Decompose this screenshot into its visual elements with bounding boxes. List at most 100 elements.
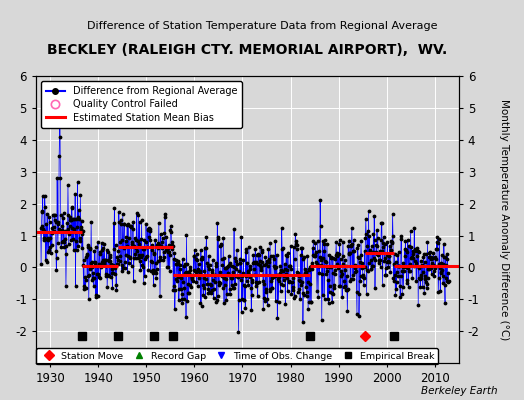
Point — [147, 258, 156, 264]
Point — [127, 224, 135, 230]
Point — [439, 272, 447, 279]
Point — [281, 271, 290, 278]
Point — [259, 278, 267, 284]
Point — [62, 282, 70, 289]
Point — [361, 235, 369, 241]
Point — [101, 257, 110, 263]
Point — [254, 293, 262, 300]
Point — [436, 288, 444, 294]
Point — [191, 247, 199, 253]
Point — [293, 268, 301, 275]
Point — [99, 245, 107, 252]
Point — [124, 253, 132, 260]
Point — [296, 296, 304, 303]
Point — [150, 249, 159, 256]
Point — [74, 207, 83, 214]
Point — [243, 278, 251, 284]
Point — [185, 267, 194, 273]
Point — [81, 274, 89, 280]
Point — [100, 260, 108, 266]
Point — [287, 291, 296, 297]
Point — [252, 279, 260, 285]
Point — [322, 259, 330, 266]
Point — [403, 236, 412, 243]
Point — [84, 244, 93, 250]
Point — [199, 292, 208, 298]
Point — [305, 267, 313, 274]
Point — [207, 290, 215, 296]
Point — [275, 277, 283, 284]
Point — [357, 252, 366, 258]
Point — [311, 252, 319, 259]
Point — [178, 296, 187, 302]
Point — [436, 270, 445, 276]
Point — [72, 237, 81, 244]
Legend: Station Move, Record Gap, Time of Obs. Change, Empirical Break: Station Move, Record Gap, Time of Obs. C… — [36, 348, 438, 364]
Point — [312, 262, 321, 268]
Point — [416, 276, 424, 282]
Point — [172, 260, 180, 267]
Point — [201, 245, 209, 252]
Point — [108, 284, 116, 291]
Point — [80, 256, 88, 263]
Point — [262, 285, 270, 292]
Point — [267, 253, 275, 259]
Point — [263, 261, 271, 267]
Point — [115, 209, 123, 215]
Point — [427, 254, 435, 260]
Point — [309, 252, 317, 258]
Point — [121, 265, 129, 272]
Point — [300, 266, 309, 272]
Point — [438, 266, 446, 273]
Point — [110, 204, 118, 211]
Point — [360, 274, 368, 281]
Point — [393, 269, 401, 275]
Point — [165, 242, 173, 248]
Point — [117, 220, 125, 227]
Point — [430, 273, 439, 280]
Point — [163, 264, 171, 270]
Point — [327, 254, 335, 260]
Point — [227, 282, 236, 288]
Point — [61, 243, 70, 249]
Point — [189, 272, 197, 279]
Point — [310, 252, 318, 259]
Point — [395, 248, 403, 255]
Point — [77, 226, 85, 232]
Point — [441, 282, 449, 288]
Point — [216, 269, 224, 275]
Point — [227, 274, 235, 280]
Point — [356, 278, 364, 284]
Point — [316, 223, 325, 230]
Point — [198, 254, 206, 260]
Point — [113, 254, 122, 260]
Point — [298, 256, 307, 262]
Point — [365, 232, 374, 239]
Point — [401, 252, 409, 259]
Point — [268, 275, 276, 281]
Point — [413, 248, 422, 254]
Point — [140, 237, 149, 244]
Point — [430, 264, 439, 271]
Point — [236, 260, 245, 266]
Point — [203, 263, 212, 269]
Point — [257, 266, 265, 273]
Point — [370, 213, 378, 220]
Point — [137, 236, 145, 242]
Point — [49, 227, 58, 234]
Point — [281, 300, 289, 307]
Point — [334, 251, 343, 257]
Point — [124, 220, 133, 227]
Point — [308, 266, 316, 272]
Point — [191, 267, 200, 274]
Point — [341, 257, 349, 264]
Point — [362, 216, 370, 222]
Point — [98, 240, 106, 246]
Point — [442, 275, 450, 282]
Point — [362, 231, 370, 237]
Point — [400, 264, 408, 270]
Point — [230, 264, 238, 270]
Point — [333, 261, 341, 268]
Point — [317, 262, 325, 268]
Point — [172, 257, 181, 263]
